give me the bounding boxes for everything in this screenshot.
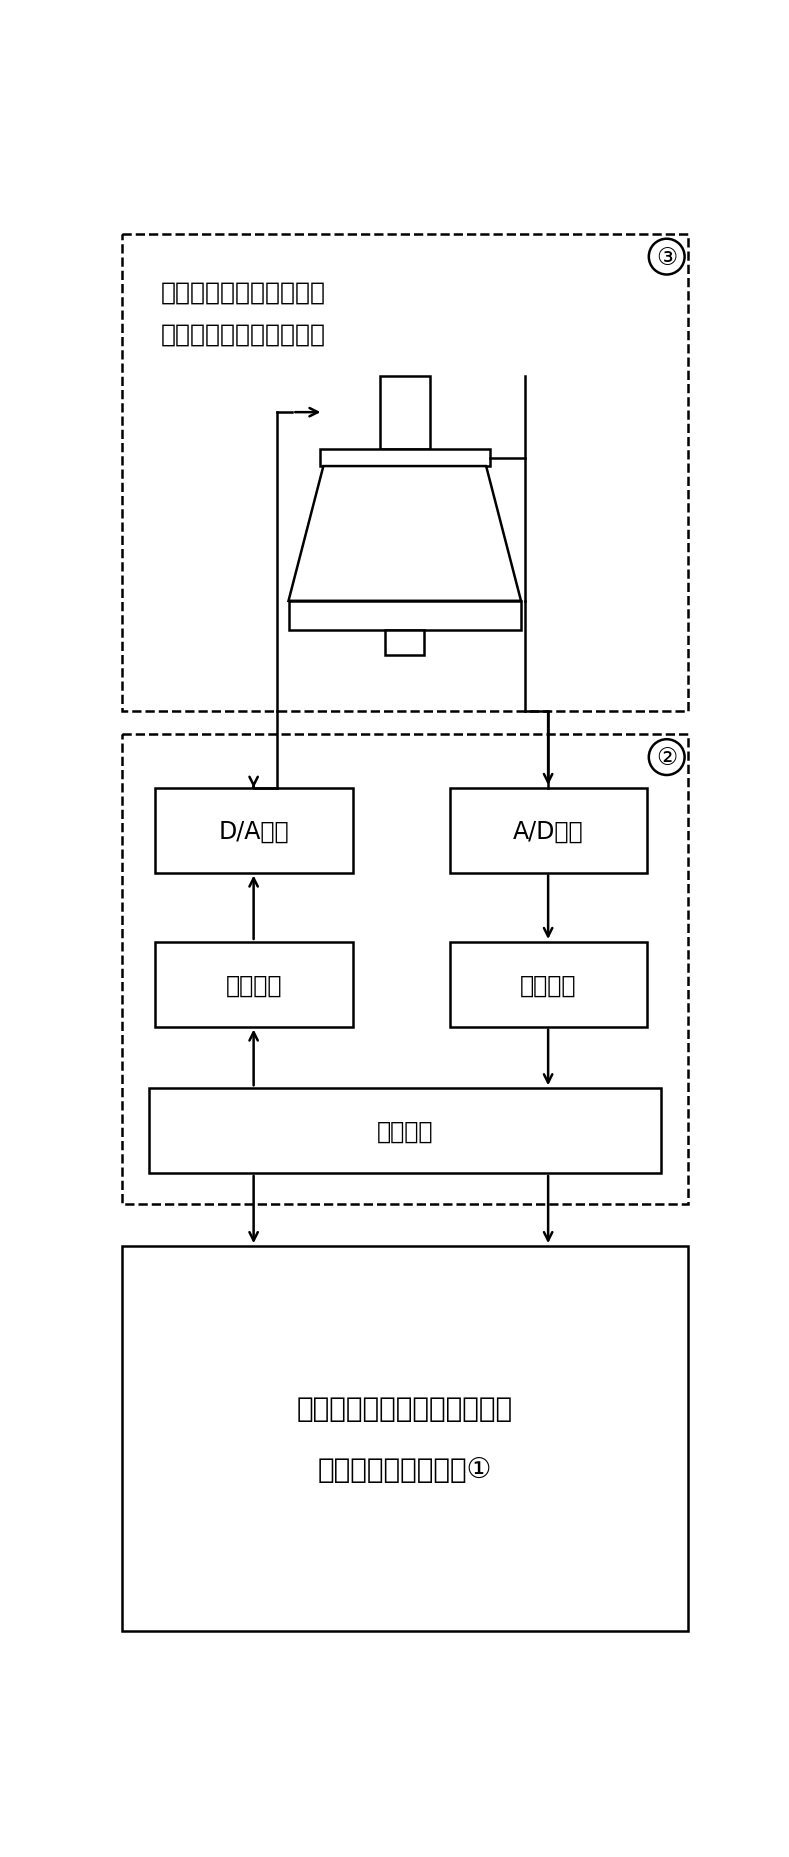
Text: ③: ③ <box>656 245 677 269</box>
Bar <box>122 1246 688 1630</box>
Text: 控制模块: 控制模块 <box>376 1120 433 1142</box>
Text: D/A转换: D/A转换 <box>219 819 289 843</box>
Text: 激振装置，功率放大器，: 激振装置，功率放大器， <box>161 280 326 305</box>
Bar <box>380 377 430 449</box>
Bar <box>450 789 647 873</box>
Bar <box>289 602 521 631</box>
Polygon shape <box>289 466 521 602</box>
Text: 输出模块: 输出模块 <box>226 973 282 997</box>
Text: 传感器，夹具，试验件等: 传感器，夹具，试验件等 <box>161 323 326 347</box>
Bar <box>450 941 647 1027</box>
Bar <box>385 631 424 656</box>
Text: 输入模块: 输入模块 <box>520 973 577 997</box>
Text: 多输入多输出连续正弦扫频振: 多输入多输出连续正弦扫频振 <box>297 1395 513 1422</box>
Text: A/D转换: A/D转换 <box>513 819 583 843</box>
Bar <box>155 789 353 873</box>
Bar <box>122 234 688 711</box>
Bar <box>155 941 353 1027</box>
Bar <box>149 1088 660 1174</box>
Bar <box>320 449 490 466</box>
Bar <box>122 735 688 1203</box>
Text: 动试验数字控制系统①: 动试验数字控制系统① <box>317 1456 492 1484</box>
Text: ②: ② <box>656 747 677 769</box>
